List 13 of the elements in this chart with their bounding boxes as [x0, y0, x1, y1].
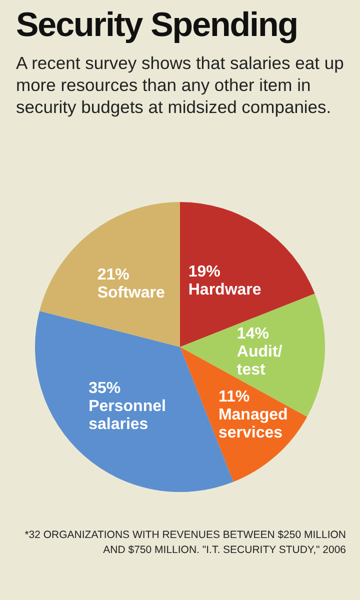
data-label: 19% [188, 263, 220, 280]
data-label: 11% [218, 388, 250, 406]
chart-title: Security Spending [16, 6, 298, 45]
slice-label: Software [97, 284, 166, 302]
text: *32 ORGANIZATIONS WITH REVENUES BETWEEN $250 MILLION AND $750 MILLION. "I.T. SECURITY STUDY," 2006 [24, 528, 346, 558]
data-label: 35% [88, 380, 121, 398]
slice-label: Personnel salaries [88, 398, 166, 434]
slice-label: Hardware [188, 281, 262, 298]
slice-label: Audit/test [236, 343, 283, 378]
data-label: 14% [236, 325, 269, 342]
slice-label: Managed services [218, 406, 288, 442]
chart-subtitle: A recent survey shows that salaries eat up more resources than any other item in security budgets at midsized companies. [16, 52, 345, 118]
data-label: 21% [97, 266, 130, 284]
